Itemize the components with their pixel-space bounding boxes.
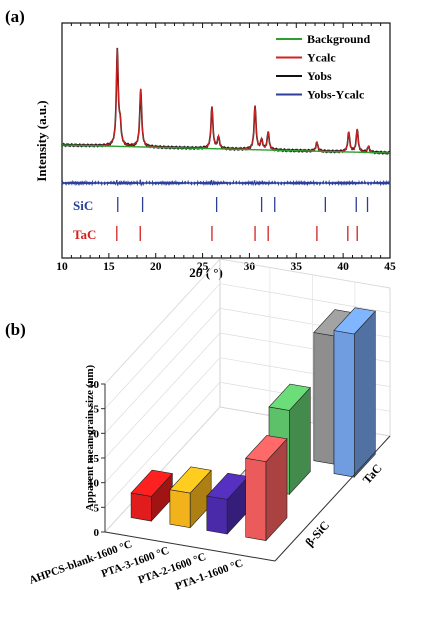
bar-top-face bbox=[130, 469, 173, 497]
legend-entry: Ycalc bbox=[307, 51, 336, 65]
y-axis-line bbox=[274, 435, 391, 562]
xrd-x-tick-label: 40 bbox=[337, 261, 349, 273]
z-gridline bbox=[104, 283, 391, 409]
bar-top-face bbox=[169, 466, 212, 494]
xrd-x-tick-label: 20 bbox=[150, 261, 162, 273]
z-tick-label: 5 bbox=[94, 502, 100, 514]
xrd-panel: 10 15 20 25 30 35 40 45 2θ ( °) Intensity (a.u.… bbox=[34, 22, 396, 280]
xrd-x-tick-label: 15 bbox=[103, 261, 115, 273]
xrd-legend: Background Ycalc Yobs Yobs-Ycalc bbox=[276, 32, 370, 102]
xrd-x-tick-label: 30 bbox=[244, 261, 256, 273]
grain-size-bar bbox=[333, 307, 376, 478]
background-line bbox=[61, 144, 391, 154]
x-axis-line bbox=[104, 531, 276, 562]
z-tick-label: 30 bbox=[88, 379, 100, 391]
sic-reflection-label: SiC bbox=[73, 198, 93, 213]
legend-entry: Background bbox=[307, 32, 370, 46]
xrd-series-lines bbox=[61, 47, 391, 187]
legend-entry: Yobs bbox=[307, 69, 332, 83]
xrd-x-axis: 10 15 20 25 30 35 40 45 bbox=[56, 23, 396, 273]
z-gridline bbox=[104, 258, 391, 385]
bar-top-face bbox=[333, 307, 376, 335]
xrd-x-tick-label: 10 bbox=[56, 261, 68, 273]
bar-side-face bbox=[353, 310, 376, 478]
grain-size-z-axis-label: Apparent mean grain size (nm) bbox=[84, 364, 96, 511]
panel-b-label: (b) bbox=[5, 320, 26, 339]
difference-line bbox=[61, 179, 391, 187]
grain-size-bar bbox=[130, 469, 173, 522]
grain-size-bar bbox=[245, 435, 288, 542]
xrd-x-axis-label: 2θ ( °) bbox=[189, 265, 223, 280]
xrd-x-tick-label: 45 bbox=[384, 261, 396, 273]
z-tick-label: 10 bbox=[88, 478, 100, 490]
phase-label: β-SiC bbox=[302, 518, 332, 549]
bar-front-face bbox=[130, 492, 152, 522]
xrd-x-tick-label: 35 bbox=[291, 261, 303, 273]
z-tick-label: 15 bbox=[88, 453, 100, 465]
grain-size-bar bbox=[169, 466, 212, 529]
bar-top-face bbox=[268, 383, 311, 411]
grain-size-bar bbox=[206, 472, 249, 535]
xrd-plot-frame bbox=[61, 22, 391, 259]
bar-front-face bbox=[333, 330, 355, 478]
z-tick-label: 25 bbox=[88, 404, 100, 416]
bar-front-face bbox=[206, 495, 228, 535]
z-tick-label: 0 bbox=[94, 527, 100, 539]
bar-front-face bbox=[245, 457, 267, 541]
bar-front-face bbox=[313, 332, 335, 465]
bar-top-face bbox=[245, 435, 288, 463]
bar-front-face bbox=[169, 489, 191, 529]
xrd-reflection-labels: SiC TaC bbox=[73, 198, 96, 242]
grain-size-bars bbox=[130, 307, 376, 542]
legend-entry: Yobs-Ycalc bbox=[307, 88, 365, 102]
xrd-y-axis-label: Intensity (a.u.) bbox=[34, 100, 49, 181]
xrd-x-tick-label: 25 bbox=[197, 261, 209, 273]
z-tick-label: 20 bbox=[88, 428, 100, 440]
panel-a-label: (a) bbox=[5, 7, 25, 26]
xrd-reflection-ticks bbox=[116, 197, 369, 241]
tac-reflection-label: TaC bbox=[73, 227, 96, 242]
